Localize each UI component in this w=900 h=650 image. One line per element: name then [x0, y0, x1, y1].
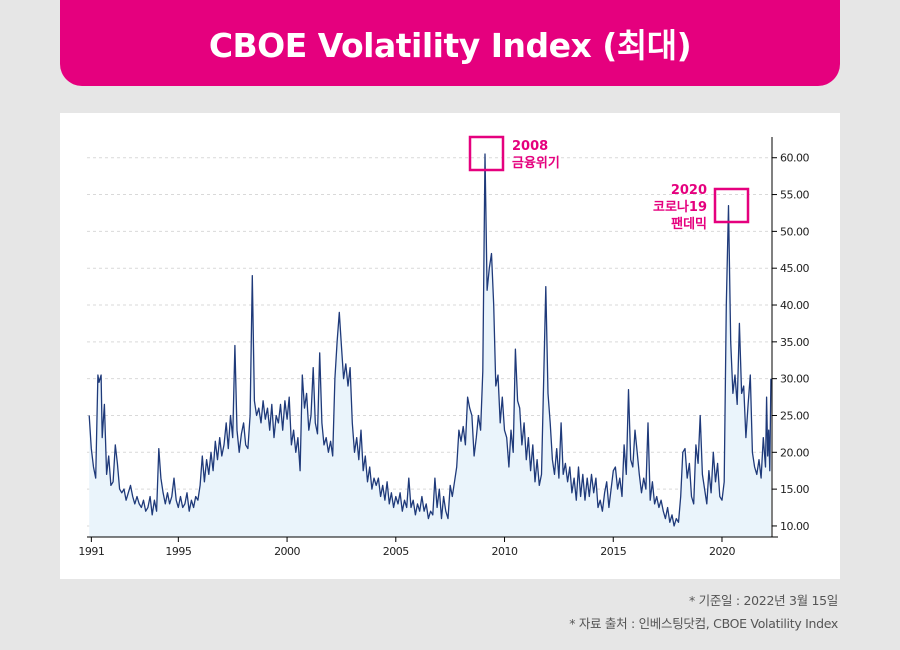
annotation-2020-event-line2: 팬데믹 [671, 216, 707, 232]
y-tick-label: 10.00 [780, 520, 809, 533]
x-tick-label: 1991 [78, 545, 104, 558]
vix-chart: 10.00 15.00 20.00 25.00 30.00 35.00 40.00 45.00… [78, 135, 810, 558]
x-tick-label: 2010 [492, 545, 518, 558]
vix-area [89, 154, 771, 537]
y-tick-label: 15.00 [780, 483, 809, 496]
x-tick-label: 2015 [600, 545, 626, 558]
y-tick-label: 30.00 [780, 373, 809, 386]
y-tick-label: 55.00 [780, 189, 809, 202]
title-banner: CBOE Volatility Index (최대) [60, 0, 840, 86]
vix-line [88, 153, 772, 527]
x-tick-label: 1995 [165, 545, 191, 558]
highlight-box-2020 [713, 187, 750, 224]
chart-panel: 10.00 15.00 20.00 25.00 30.00 35.00 40.00 45.00… [60, 113, 840, 579]
x-tick-label: 2000 [274, 545, 300, 558]
y-tick-label: 50.00 [780, 225, 809, 238]
source-footnote: * 자료 출처 : 인베스팅닷컴, CBOE Volatility Index [569, 616, 838, 631]
annotation-2008-year: 2008 [512, 139, 548, 154]
y-tick-label: 45.00 [780, 262, 809, 275]
annotation-2020-event-line1: 코로나19 [653, 199, 707, 215]
y-tick-label: 25.00 [780, 409, 809, 422]
x-tick-label: 2020 [709, 545, 735, 558]
annotation-2020-year: 2020 [671, 183, 707, 198]
y-tick-label: 20.00 [780, 446, 809, 459]
page-title: CBOE Volatility Index (최대) [208, 26, 692, 65]
y-tick-label: 40.00 [780, 299, 809, 312]
highlight-box-2008 [468, 135, 505, 172]
date-footnote: * 기준일 : 2022년 3월 15일 [689, 593, 838, 608]
y-tick-label: 60.00 [780, 152, 809, 165]
x-tick-label: 2005 [383, 545, 409, 558]
annotation-2008-event: 금융위기 [512, 155, 560, 171]
y-tick-label: 35.00 [780, 336, 809, 349]
